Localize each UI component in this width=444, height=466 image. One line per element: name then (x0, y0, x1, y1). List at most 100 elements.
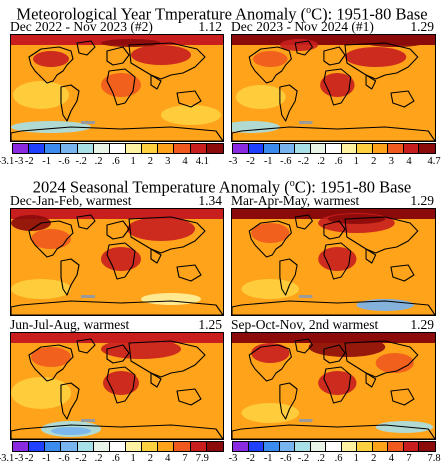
legend-tick-label: 1 (130, 156, 136, 167)
panel-3-map (10, 208, 224, 316)
anomaly-region (308, 337, 386, 357)
panel-1-map (10, 34, 224, 142)
anomaly-region (232, 121, 280, 133)
continent-outline (106, 220, 130, 240)
anomaly-region (31, 347, 71, 367)
legend-tick-label: .2 (94, 453, 103, 464)
continent-outline (279, 84, 298, 122)
legend-tick-label: 3 (388, 156, 395, 167)
missing-data-patch (81, 121, 95, 124)
panel-2-label: Dec 2023 - Nov 2024 (#1) (231, 19, 374, 34)
continent-outline (76, 214, 96, 230)
anomaly-region (101, 73, 141, 97)
continent-outline (76, 338, 96, 354)
continent-outline (232, 424, 435, 439)
panel-3-label: Dec-Jan-Feb, warmest (10, 193, 132, 208)
legend-swatch (388, 442, 404, 451)
legend-swatch (264, 442, 280, 451)
anomaly-region (318, 371, 357, 395)
legend-4-ticks: -3 -2 -1 -.6 -.2.2.6 1 2 4 7 7.8 (0, 453, 444, 465)
panel-4-value: 1.29 (410, 193, 434, 208)
legend-swatch (13, 144, 30, 153)
legend-swatch (357, 144, 373, 153)
continent-outline (294, 40, 313, 56)
legend-swatch (310, 442, 327, 451)
continent-outline (248, 344, 292, 382)
missing-data-patch (299, 295, 313, 298)
legend-tick-label: -.6 (280, 156, 292, 167)
legend-swatch (61, 442, 78, 451)
legend-swatch (29, 144, 46, 153)
legend-swatch (45, 442, 62, 451)
missing-data-patch (81, 419, 95, 422)
legend-tick-label: -3 (228, 156, 238, 167)
legend-swatch (206, 442, 223, 451)
legend-tick-label: 1 (353, 156, 359, 167)
continent-outline (248, 46, 292, 84)
anomaly-region (241, 403, 300, 423)
legend-swatch (142, 442, 159, 451)
continent-outline (365, 372, 377, 388)
legend-swatch (357, 442, 373, 451)
anomaly-region (251, 343, 290, 363)
continent-outline (232, 126, 435, 141)
panel-4-map (231, 208, 436, 316)
legend-tick-label: 1 (130, 453, 136, 464)
legend-swatch (372, 144, 389, 153)
top-title-text: Meteorological Year Tmperature Anomaly ( (16, 4, 307, 24)
continent-outline (176, 388, 202, 406)
legend-tick-label: -1 (42, 453, 51, 464)
continent-outline (150, 372, 162, 388)
continent-outline (28, 46, 74, 84)
world-map-svg (232, 333, 435, 439)
panel-5-value: 1.25 (198, 317, 222, 332)
anomaly-region (11, 279, 71, 299)
anomaly-region (101, 247, 141, 271)
legend-tick-label: .6 (334, 156, 343, 167)
legend-tick-label: 2 (147, 156, 154, 167)
continent-outline (11, 126, 223, 141)
legend-tick-label: 7 (406, 453, 412, 464)
legend-tick-label: 2 (147, 453, 154, 464)
missing-data-patch (81, 295, 95, 298)
legend-swatch (248, 442, 265, 451)
legend-swatch (419, 144, 435, 153)
continent-outline (323, 68, 352, 106)
continent-outline (106, 366, 136, 404)
legend-tick-label: -.2 (297, 453, 310, 464)
anomaly-region (11, 377, 71, 409)
legend-swatch (45, 144, 62, 153)
world-map-svg (11, 209, 223, 315)
legend-tick-label: .6 (334, 453, 343, 464)
world-map-svg (232, 209, 435, 315)
bottom-title-tail: C): 1951-80 Base (294, 177, 412, 197)
arctic-band (11, 209, 223, 219)
legend-swatch (388, 144, 404, 153)
legend-swatch (125, 144, 143, 153)
legend-swatch (233, 442, 249, 451)
legend-swatch (248, 144, 265, 153)
continent-outline (323, 366, 352, 404)
panel-2-map (231, 34, 436, 142)
legend-tick-label: -3.1 (0, 156, 15, 167)
legend-swatch (125, 442, 143, 451)
legend-tick-label: 4 (406, 156, 412, 167)
degree-symbol: o (306, 5, 312, 16)
world-map-svg (11, 333, 223, 439)
continent-outline (323, 344, 346, 364)
continent-outline (176, 90, 202, 108)
anomaly-region (253, 51, 288, 67)
bottom-section-title: 2024 Seasonal Temperature Anomaly (oC): … (0, 175, 444, 197)
continent-outline (11, 300, 223, 315)
legend-swatch (109, 144, 126, 153)
missing-data-patch (299, 121, 313, 124)
anomaly-region (127, 217, 195, 241)
legend-1-bar (12, 143, 224, 154)
panel-2-value: 1.29 (410, 19, 434, 34)
legend-tick-label: -1 (263, 453, 273, 464)
anomaly-region (11, 215, 51, 231)
legend-tick-label: 2 (371, 453, 377, 464)
top-section-title: Meteorological Year Tmperature Anomaly (… (0, 2, 444, 24)
